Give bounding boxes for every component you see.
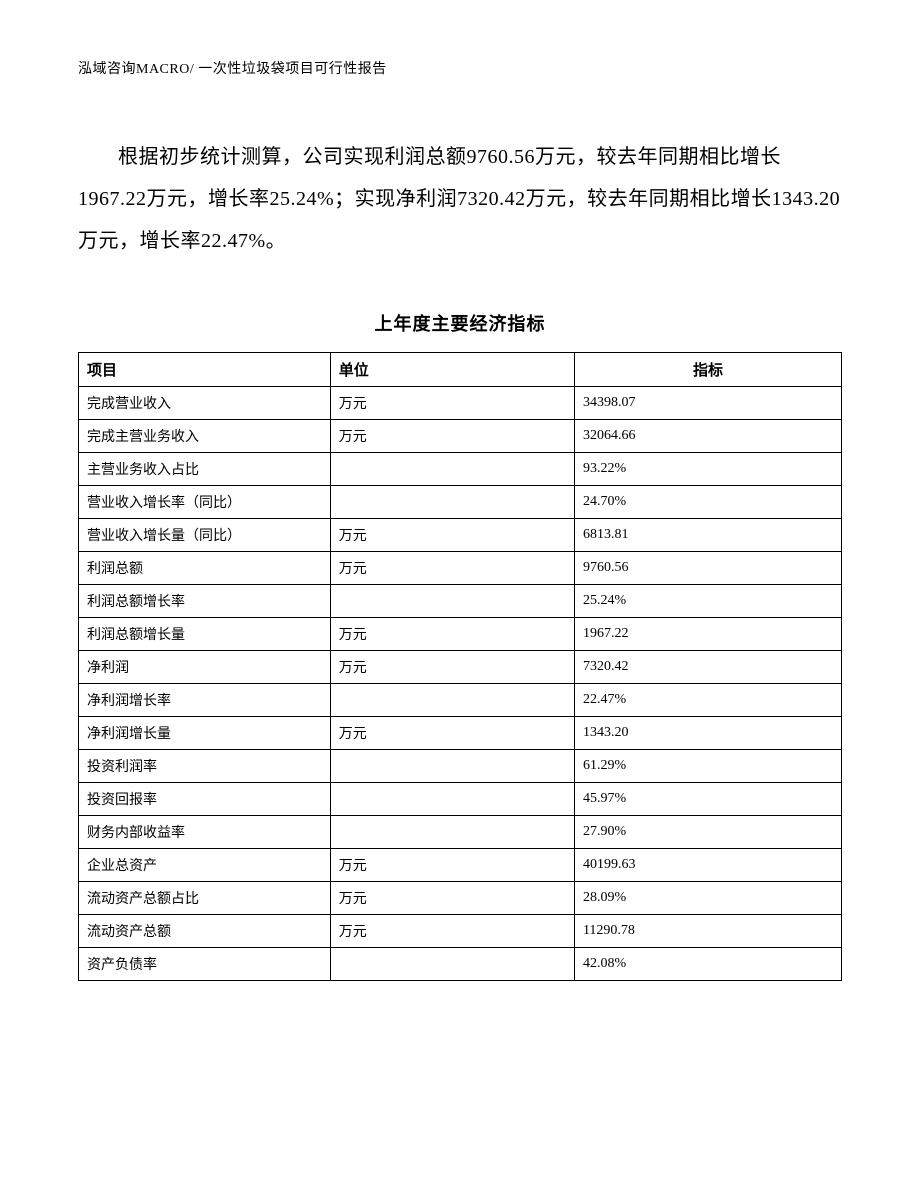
cell-indicator: 34398.07 — [574, 387, 841, 420]
cell-unit: 万元 — [330, 717, 574, 750]
cell-project: 企业总资产 — [79, 849, 331, 882]
table-row: 利润总额增长率 25.24% — [79, 585, 842, 618]
cell-indicator: 93.22% — [574, 453, 841, 486]
body-paragraph: 根据初步统计测算，公司实现利润总额9760.56万元，较去年同期相比增长1967… — [78, 136, 842, 262]
cell-indicator: 27.90% — [574, 816, 841, 849]
table-title: 上年度主要经济指标 — [78, 310, 842, 336]
page-header: 泓域咨询MACRO/ 一次性垃圾袋项目可行性报告 — [78, 58, 842, 78]
cell-project: 净利润 — [79, 651, 331, 684]
table-row: 财务内部收益率 27.90% — [79, 816, 842, 849]
table-row: 完成营业收入 万元 34398.07 — [79, 387, 842, 420]
cell-indicator: 9760.56 — [574, 552, 841, 585]
cell-indicator: 1343.20 — [574, 717, 841, 750]
table-row: 流动资产总额 万元 11290.78 — [79, 915, 842, 948]
cell-indicator: 42.08% — [574, 948, 841, 981]
table-row: 净利润增长量 万元 1343.20 — [79, 717, 842, 750]
cell-unit — [330, 453, 574, 486]
column-header-unit: 单位 — [330, 353, 574, 387]
cell-indicator: 6813.81 — [574, 519, 841, 552]
cell-unit — [330, 816, 574, 849]
table-row: 利润总额增长量 万元 1967.22 — [79, 618, 842, 651]
cell-indicator: 28.09% — [574, 882, 841, 915]
table-row: 营业收入增长率（同比） 24.70% — [79, 486, 842, 519]
cell-project: 利润总额 — [79, 552, 331, 585]
cell-project: 流动资产总额 — [79, 915, 331, 948]
table-row: 企业总资产 万元 40199.63 — [79, 849, 842, 882]
table-row: 净利润 万元 7320.42 — [79, 651, 842, 684]
cell-unit: 万元 — [330, 552, 574, 585]
cell-indicator: 25.24% — [574, 585, 841, 618]
cell-project: 投资回报率 — [79, 783, 331, 816]
table-row: 利润总额 万元 9760.56 — [79, 552, 842, 585]
cell-indicator: 7320.42 — [574, 651, 841, 684]
cell-project: 净利润增长量 — [79, 717, 331, 750]
cell-project: 利润总额增长量 — [79, 618, 331, 651]
table-body: 完成营业收入 万元 34398.07 完成主营业务收入 万元 32064.66 … — [79, 387, 842, 981]
cell-unit — [330, 948, 574, 981]
table-row: 完成主营业务收入 万元 32064.66 — [79, 420, 842, 453]
cell-indicator: 45.97% — [574, 783, 841, 816]
cell-indicator: 11290.78 — [574, 915, 841, 948]
cell-project: 完成营业收入 — [79, 387, 331, 420]
cell-project: 资产负债率 — [79, 948, 331, 981]
cell-indicator: 1967.22 — [574, 618, 841, 651]
cell-unit: 万元 — [330, 651, 574, 684]
cell-project: 营业收入增长量（同比） — [79, 519, 331, 552]
cell-unit — [330, 486, 574, 519]
cell-unit: 万元 — [330, 618, 574, 651]
table-row: 投资回报率 45.97% — [79, 783, 842, 816]
cell-project: 财务内部收益率 — [79, 816, 331, 849]
table-row: 流动资产总额占比 万元 28.09% — [79, 882, 842, 915]
cell-unit: 万元 — [330, 420, 574, 453]
table-row: 营业收入增长量（同比） 万元 6813.81 — [79, 519, 842, 552]
cell-unit: 万元 — [330, 387, 574, 420]
table-row: 资产负债率 42.08% — [79, 948, 842, 981]
cell-project: 流动资产总额占比 — [79, 882, 331, 915]
cell-indicator: 24.70% — [574, 486, 841, 519]
cell-indicator: 22.47% — [574, 684, 841, 717]
cell-project: 完成主营业务收入 — [79, 420, 331, 453]
column-header-indicator: 指标 — [574, 353, 841, 387]
table-row: 主营业务收入占比 93.22% — [79, 453, 842, 486]
economic-indicators-table: 项目 单位 指标 完成营业收入 万元 34398.07 完成主营业务收入 万元 … — [78, 352, 842, 981]
cell-unit — [330, 750, 574, 783]
column-header-project: 项目 — [79, 353, 331, 387]
table-row: 投资利润率 61.29% — [79, 750, 842, 783]
cell-indicator: 40199.63 — [574, 849, 841, 882]
cell-project: 净利润增长率 — [79, 684, 331, 717]
cell-unit — [330, 684, 574, 717]
cell-unit: 万元 — [330, 849, 574, 882]
cell-project: 主营业务收入占比 — [79, 453, 331, 486]
cell-unit: 万元 — [330, 915, 574, 948]
cell-project: 利润总额增长率 — [79, 585, 331, 618]
cell-project: 投资利润率 — [79, 750, 331, 783]
cell-unit — [330, 585, 574, 618]
cell-indicator: 32064.66 — [574, 420, 841, 453]
table-header-row: 项目 单位 指标 — [79, 353, 842, 387]
cell-project: 营业收入增长率（同比） — [79, 486, 331, 519]
cell-indicator: 61.29% — [574, 750, 841, 783]
cell-unit — [330, 783, 574, 816]
cell-unit: 万元 — [330, 882, 574, 915]
table-row: 净利润增长率 22.47% — [79, 684, 842, 717]
cell-unit: 万元 — [330, 519, 574, 552]
